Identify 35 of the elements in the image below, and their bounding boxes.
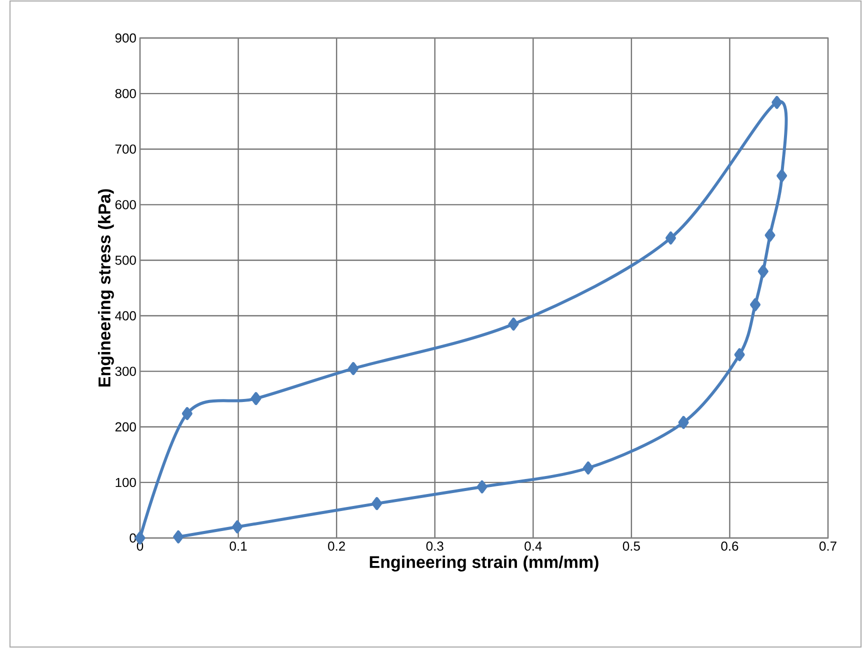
y-tick-label: 800	[115, 88, 136, 98]
point	[508, 318, 519, 331]
point	[182, 407, 192, 420]
x-axis-title: Engineering strain (mm/mm)	[370, 556, 598, 572]
point	[232, 520, 243, 534]
y-axis-title: Engineering stress (kPa)	[98, 189, 114, 387]
point	[750, 298, 761, 312]
y-tick-label: 700	[115, 144, 136, 154]
y-tick-label: 500	[115, 256, 136, 265]
point	[250, 392, 262, 406]
y-tick-label: 400	[115, 311, 136, 320]
x-tick-label: 0.6	[721, 542, 738, 551]
point	[372, 497, 382, 510]
point	[764, 228, 776, 242]
point	[348, 362, 359, 376]
y-tick-label: 200	[115, 422, 136, 432]
point	[476, 480, 488, 494]
point	[173, 530, 184, 544]
point	[582, 462, 594, 474]
x-tick-label: 0.3	[426, 542, 444, 551]
point	[665, 232, 676, 244]
x-tick-label: 0.2	[328, 542, 345, 551]
point	[772, 96, 782, 109]
x-tick-label: 0.4	[524, 542, 542, 551]
point	[734, 348, 745, 362]
y-tick-label: 900	[115, 33, 136, 43]
x-tick-label: 0.1	[230, 542, 247, 551]
y-tick-label: 300	[115, 366, 136, 376]
y-tick-label: 100	[116, 478, 136, 488]
y-tick-label: 600	[115, 200, 136, 210]
x-tick-label: 0.7	[819, 542, 836, 551]
point	[758, 264, 768, 278]
point	[678, 416, 689, 429]
x-tick-label: 0.5	[622, 542, 640, 551]
point	[776, 169, 788, 182]
